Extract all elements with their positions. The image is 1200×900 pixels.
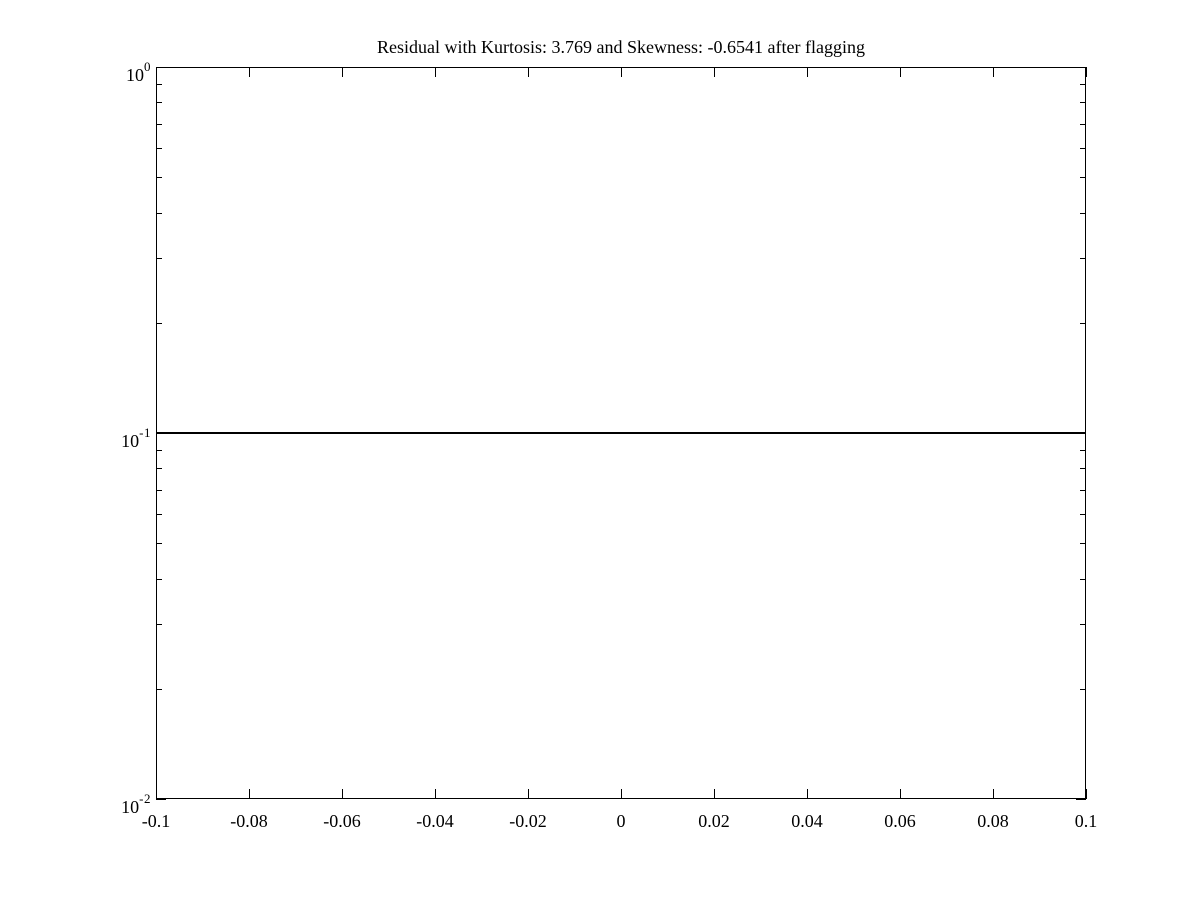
y-axis-minor-tick [156, 84, 162, 85]
x-axis-tick-label: 0 [616, 811, 626, 831]
x-axis-tick [621, 789, 622, 799]
y-axis-minor-tick-right [1080, 323, 1086, 324]
y-axis-minor-tick [156, 177, 162, 178]
x-axis-tick-label: -0.1 [141, 811, 171, 831]
y-axis-minor-tick-right [1080, 148, 1086, 149]
x-axis-tick-label: 0.06 [884, 811, 916, 831]
y-axis-minor-tick-right [1080, 102, 1086, 103]
y-axis-minor-tick-right [1080, 258, 1086, 259]
y-axis-minor-tick-right [1080, 689, 1086, 690]
x-axis-tick-top [249, 67, 250, 77]
y-axis-tick-right [1076, 67, 1086, 68]
y-axis-minor-tick [156, 543, 162, 544]
y-axis-minor-tick [156, 148, 162, 149]
x-axis-tick [342, 789, 343, 799]
y-tick-mantissa: 10 [121, 797, 140, 817]
y-tick-exponent: 0 [144, 59, 151, 74]
y-axis-minor-tick-right [1080, 543, 1086, 544]
x-axis-tick [528, 789, 529, 799]
x-axis-tick-top [621, 67, 622, 77]
y-axis-minor-tick [156, 468, 162, 469]
x-axis-tick-label: 0.02 [698, 811, 730, 831]
x-axis-tick-label: 0.08 [977, 811, 1009, 831]
x-axis-tick-top [528, 67, 529, 77]
y-axis-minor-tick [156, 323, 162, 324]
x-axis-tick-top [900, 67, 901, 77]
y-axis-minor-tick-right [1080, 514, 1086, 515]
y-axis-minor-tick [156, 490, 162, 491]
y-axis-minor-tick [156, 624, 162, 625]
y-axis-minor-tick-right [1080, 490, 1086, 491]
x-axis-tick-label: -0.04 [416, 811, 454, 831]
x-axis-tick-top [435, 67, 436, 77]
y-axis-minor-tick [156, 258, 162, 259]
x-axis-tick-label: -0.08 [230, 811, 268, 831]
y-axis-minor-tick [156, 514, 162, 515]
y-axis-tick [156, 799, 166, 800]
y-axis-tick-label: 10-2 [121, 788, 151, 818]
y-axis-minor-tick [156, 102, 162, 103]
y-axis-tick-right [1076, 799, 1086, 800]
y-axis-minor-tick [156, 689, 162, 690]
plot-title: Residual with Kurtosis: 3.769 and Skewne… [377, 37, 865, 57]
x-axis-tick [156, 789, 157, 799]
y-axis-minor-tick-right [1080, 177, 1086, 178]
x-axis-tick-top [1086, 67, 1087, 77]
x-axis-tick [1086, 789, 1087, 799]
y-axis-tick [156, 67, 166, 68]
y-axis-minor-tick [156, 213, 162, 214]
y-axis-minor-tick [156, 124, 162, 125]
x-axis-tick-label: 0.04 [791, 811, 823, 831]
y-axis-tick [156, 433, 166, 434]
y-axis-minor-tick-right [1080, 124, 1086, 125]
x-axis-tick [435, 789, 436, 799]
y-axis-minor-tick-right [1080, 624, 1086, 625]
x-axis-tick [900, 789, 901, 799]
x-axis-tick-top [993, 67, 994, 77]
y-tick-mantissa: 10 [126, 65, 144, 85]
x-axis-tick-label: 0.1 [1074, 811, 1098, 831]
x-axis-tick-label: -0.02 [509, 811, 547, 831]
series-layer [156, 432, 1086, 434]
y-axis-minor-tick-right [1080, 468, 1086, 469]
y-tick-mantissa: 10 [121, 431, 140, 451]
x-axis-tick-top [714, 67, 715, 77]
y-tick-exponent: -2 [139, 791, 151, 806]
y-axis-tick-right [1076, 433, 1086, 434]
y-axis-minor-tick-right [1080, 213, 1086, 214]
y-axis-tick-label: 100 [126, 56, 151, 86]
y-axis-tick-label: 10-1 [121, 422, 151, 452]
y-axis-minor-tick [156, 450, 162, 451]
y-tick-exponent: -1 [139, 425, 151, 440]
x-axis-tick-label: -0.06 [323, 811, 361, 831]
x-axis-tick [249, 789, 250, 799]
x-axis-tick-top [807, 67, 808, 77]
y-axis-minor-tick [156, 579, 162, 580]
x-axis-tick-top [342, 67, 343, 77]
x-axis-tick [714, 789, 715, 799]
y-axis-minor-tick-right [1080, 84, 1086, 85]
x-axis-tick-top [156, 67, 157, 77]
y-axis-minor-tick-right [1080, 579, 1086, 580]
x-axis-tick [993, 789, 994, 799]
x-axis-tick [807, 789, 808, 799]
y-axis-minor-tick-right [1080, 450, 1086, 451]
